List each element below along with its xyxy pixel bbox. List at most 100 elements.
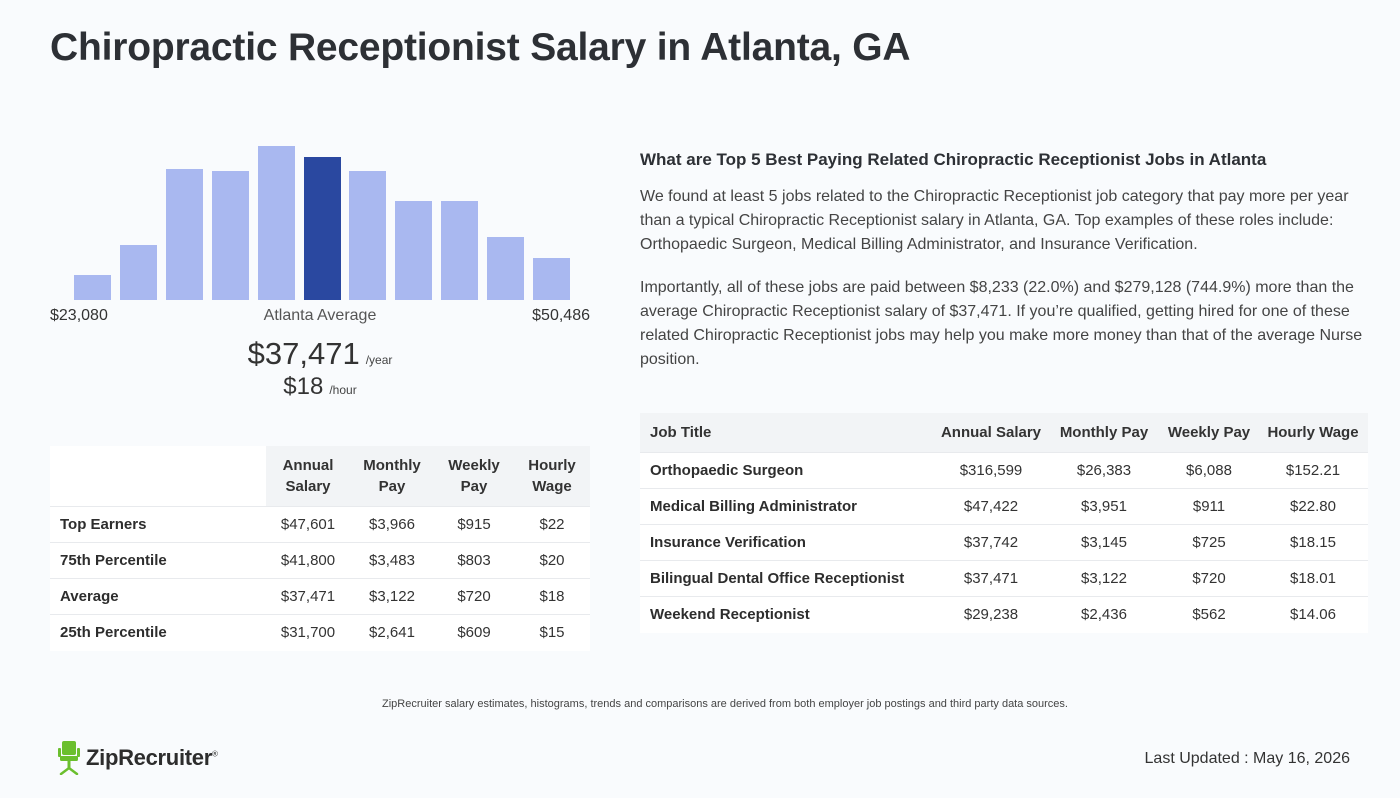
ziprecruiter-logo[interactable]: ZipRecruiter® bbox=[58, 740, 218, 776]
row-label: Top Earners bbox=[50, 506, 266, 543]
table-header-row: Annual Salary Monthly Pay Weekly Pay Hou… bbox=[50, 446, 590, 507]
table-cell: $2,436 bbox=[1048, 596, 1160, 633]
average-hourly-value: $18 bbox=[283, 373, 324, 400]
histogram-bar-average bbox=[304, 157, 341, 300]
row-label: Average bbox=[50, 578, 266, 615]
average-yearly-value: $37,471 bbox=[247, 336, 360, 371]
table-header: Annual Salary bbox=[266, 446, 350, 507]
logo-text: ZipRecruiter bbox=[86, 745, 212, 770]
histogram-labels: $23,080 Atlanta Average $50,486 bbox=[50, 307, 590, 329]
histogram-bar bbox=[487, 237, 524, 300]
average-hourly: $18/hour bbox=[0, 373, 640, 401]
table-row: Insurance Verification $37,742 $3,145 $725 $… bbox=[640, 524, 1368, 561]
table-header: Weekly Pay bbox=[434, 446, 514, 507]
table-cell: $18 bbox=[514, 578, 590, 615]
table-header-row: Job Title Annual Salary Monthly Pay Week… bbox=[640, 413, 1368, 453]
histogram-bar bbox=[441, 201, 478, 300]
table-cell: $47,601 bbox=[266, 506, 350, 543]
table-row: Weekend Receptionist $29,238 $2,436 $562 $14… bbox=[640, 596, 1368, 633]
average-yearly: $37,471/year bbox=[0, 336, 640, 372]
table-cell: $6,088 bbox=[1160, 452, 1258, 489]
table-cell: $915 bbox=[434, 506, 514, 543]
histogram-bar bbox=[212, 171, 249, 300]
table-cell: $20 bbox=[514, 542, 590, 579]
page-title: Chiropractic Receptionist Salary in Atla… bbox=[50, 26, 911, 69]
table-row: Average $37,471 $3,122 $720 $18 bbox=[50, 578, 590, 615]
table-row: Bilingual Dental Office Receptionist $37,… bbox=[640, 560, 1368, 597]
histogram-bar bbox=[74, 275, 111, 300]
table-cell: $3,122 bbox=[350, 578, 434, 615]
histogram-bar bbox=[533, 258, 570, 300]
table-cell: $316,599 bbox=[934, 452, 1048, 489]
table-cell: $47,422 bbox=[934, 488, 1048, 525]
table-cell: $720 bbox=[1160, 560, 1258, 597]
table-header: Job Title bbox=[640, 413, 934, 453]
related-jobs-table: Job Title Annual Salary Monthly Pay Week… bbox=[640, 413, 1368, 633]
table-cell: $3,122 bbox=[1048, 560, 1160, 597]
row-label: Medical Billing Administrator bbox=[640, 488, 934, 525]
table-cell: $3,951 bbox=[1048, 488, 1160, 525]
table-cell: $31,700 bbox=[266, 614, 350, 651]
last-updated: Last Updated : May 16, 2026 bbox=[1144, 750, 1350, 767]
histogram-bar bbox=[349, 171, 386, 300]
chair-icon bbox=[58, 741, 80, 775]
table-cell: $562 bbox=[1160, 596, 1258, 633]
table-cell: $720 bbox=[434, 578, 514, 615]
related-jobs-paragraph-1: We found at least 5 jobs related to the … bbox=[640, 188, 1349, 253]
table-cell: $3,966 bbox=[350, 506, 434, 543]
histogram-average-label: Atlanta Average bbox=[263, 307, 377, 324]
average-hourly-unit: /hour bbox=[329, 383, 357, 397]
table-cell: $22.80 bbox=[1258, 488, 1368, 525]
table-cell: $3,145 bbox=[1048, 524, 1160, 561]
table-cell: $41,800 bbox=[266, 542, 350, 579]
table-cell: $803 bbox=[434, 542, 514, 579]
table-header: Hourly Wage bbox=[514, 446, 590, 507]
table-header: Annual Salary bbox=[934, 413, 1048, 453]
table-row: 75th Percentile $41,800 $3,483 $803 $20 bbox=[50, 542, 590, 579]
histogram-bar bbox=[395, 201, 432, 300]
table-cell: $22 bbox=[514, 506, 590, 543]
table-row: Medical Billing Administrator $47,422 $3,9… bbox=[640, 488, 1368, 525]
row-label: 75th Percentile bbox=[50, 542, 266, 579]
table-row: 25th Percentile $31,700 $2,641 $609 $15 bbox=[50, 614, 590, 651]
table-cell: $725 bbox=[1160, 524, 1258, 561]
table-header: Monthly Pay bbox=[1048, 413, 1160, 453]
histogram-min-label: $23,080 bbox=[50, 307, 108, 324]
histogram-bar bbox=[166, 169, 203, 300]
row-label: 25th Percentile bbox=[50, 614, 266, 651]
histogram-bar bbox=[258, 146, 295, 300]
data-source-note: ZipRecruiter salary estimates, histogram… bbox=[382, 698, 1068, 710]
table-cell: $29,238 bbox=[934, 596, 1048, 633]
table-cell: $911 bbox=[1160, 488, 1258, 525]
salary-histogram bbox=[74, 146, 570, 300]
table-row: Orthopaedic Surgeon $316,599 $26,383 $6,088… bbox=[640, 452, 1368, 489]
table-header: Monthly Pay bbox=[350, 446, 434, 507]
related-jobs-paragraph-2: Importantly, all of these jobs are paid … bbox=[640, 279, 1363, 368]
table-cell: $15 bbox=[514, 614, 590, 651]
average-yearly-unit: /year bbox=[365, 353, 393, 367]
percentile-table: Annual Salary Monthly Pay Weekly Pay Hou… bbox=[50, 446, 590, 651]
row-label: Weekend Receptionist bbox=[640, 596, 934, 633]
row-label: Bilingual Dental Office Receptionist bbox=[640, 560, 934, 597]
table-cell: $26,383 bbox=[1048, 452, 1160, 489]
related-jobs-heading: What are Top 5 Best Paying Related Chiro… bbox=[640, 150, 1267, 169]
table-cell: $37,742 bbox=[934, 524, 1048, 561]
registered-mark: ® bbox=[211, 749, 218, 759]
table-cell: $37,471 bbox=[934, 560, 1048, 597]
table-cell: $37,471 bbox=[266, 578, 350, 615]
table-cell: $2,641 bbox=[350, 614, 434, 651]
table-cell: $18.15 bbox=[1258, 524, 1368, 561]
table-cell: $152.21 bbox=[1258, 452, 1368, 489]
histogram-bar bbox=[120, 245, 157, 300]
table-cell: $18.01 bbox=[1258, 560, 1368, 597]
row-label: Insurance Verification bbox=[640, 524, 934, 561]
histogram-max-label: $50,486 bbox=[532, 307, 590, 324]
logo-wordmark: ZipRecruiter® bbox=[86, 745, 218, 771]
table-cell: $609 bbox=[434, 614, 514, 651]
table-cell: $14.06 bbox=[1258, 596, 1368, 633]
table-header: Weekly Pay bbox=[1160, 413, 1258, 453]
table-row: Top Earners $47,601 $3,966 $915 $22 bbox=[50, 506, 590, 543]
table-header-blank bbox=[50, 446, 266, 507]
table-header: Hourly Wage bbox=[1258, 413, 1368, 453]
row-label: Orthopaedic Surgeon bbox=[640, 452, 934, 489]
